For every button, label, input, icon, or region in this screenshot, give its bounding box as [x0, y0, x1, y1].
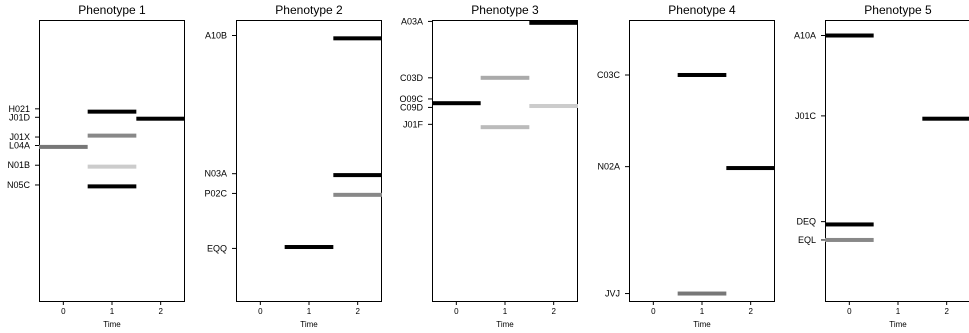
panel-phenotype-4: Phenotype 4 C03C N02A JVJ 0 1 2 Time: [597, 3, 775, 329]
bar-eqq: [284, 245, 334, 250]
y-tick-label: N01B: [7, 160, 30, 170]
bar-a10b: [333, 36, 382, 41]
bar-j01x: [87, 133, 137, 138]
y-tick-label: J01F: [403, 119, 424, 129]
y-tick-label: DEQ: [796, 217, 816, 227]
bar-h021: [87, 109, 137, 114]
panel-title: Phenotype 5: [864, 3, 932, 17]
x-tick-label: 1: [110, 307, 115, 316]
y-tick-label: L04A: [9, 140, 30, 150]
bar-j01d: [136, 116, 185, 121]
x-tick-label: 0: [651, 307, 656, 316]
x-axis-label: Time: [103, 320, 121, 329]
y-tick-label: P02C: [204, 188, 227, 198]
bar-n03a: [333, 173, 382, 178]
y-tick-label: A10A: [794, 31, 816, 41]
x-tick-label: 2: [748, 307, 753, 316]
bar-l04a: [39, 144, 88, 149]
y-tick-label: N05C: [7, 180, 31, 190]
x-tick-label: 0: [258, 307, 263, 316]
y-tick-label: C03C: [597, 70, 621, 80]
x-axis-label: Time: [693, 320, 711, 329]
x-tick-label: 1: [700, 307, 705, 316]
x-tick-label: 2: [551, 307, 556, 316]
bar-n05c: [87, 184, 137, 189]
y-tick-label: A10B: [205, 31, 227, 41]
bar-n02a: [726, 166, 775, 171]
y-tick-label: EQQ: [207, 243, 227, 253]
y-tick-label: O09C: [399, 94, 423, 104]
y-tick-label: EQL: [798, 235, 816, 245]
x-tick-label: 2: [158, 307, 163, 316]
bar-deq: [825, 222, 874, 227]
bar-c03c: [677, 72, 727, 77]
y-tick-label: H021: [8, 104, 30, 114]
y-tick-label: JVJ: [605, 289, 620, 299]
y-tick-label: J01C: [795, 111, 817, 121]
y-tick-label: C03D: [400, 73, 424, 83]
y-tick-label: N03A: [204, 169, 227, 179]
panel-title: Phenotype 3: [471, 3, 539, 17]
plot-frame: [236, 20, 382, 302]
plot-frame: [432, 20, 578, 302]
bar-n01b: [87, 164, 137, 169]
y-tick-label: J01X: [9, 132, 30, 142]
plot-frame: [825, 20, 969, 302]
bar-a10a: [825, 33, 874, 38]
panel-phenotype-5: Phenotype 5 A10A J01C DEQ EQL 0 1 2 Time: [794, 3, 969, 329]
panel-title: Phenotype 1: [78, 3, 146, 17]
y-tick-label: J01D: [9, 112, 31, 122]
plot-frame: [629, 20, 775, 302]
plot-frame: [39, 20, 185, 302]
x-tick-label: 0: [847, 307, 852, 316]
y-tick-label: C09D: [400, 102, 424, 112]
x-tick-label: 0: [454, 307, 459, 316]
panel-title: Phenotype 4: [668, 3, 736, 17]
bar-c09d: [529, 104, 578, 109]
x-axis-label: Time: [496, 320, 514, 329]
x-axis-label: Time: [300, 320, 318, 329]
bar-c03d: [480, 75, 530, 80]
bar-o09c: [432, 101, 481, 106]
x-tick-label: 1: [896, 307, 901, 316]
bar-a03a: [529, 20, 578, 25]
panel-title: Phenotype 2: [275, 3, 343, 17]
bar-jvj: [677, 291, 727, 296]
panel-phenotype-2: Phenotype 2 A10B N03A P02C EQQ 0 1 2 Time: [204, 3, 382, 329]
bar-eql: [825, 237, 874, 242]
x-tick-label: 2: [355, 307, 360, 316]
bar-j01c: [922, 116, 969, 121]
bar-j01f: [480, 125, 530, 130]
x-tick-label: 1: [503, 307, 508, 316]
x-axis-label: Time: [889, 320, 907, 329]
x-tick-label: 1: [307, 307, 312, 316]
y-tick-label: N02A: [597, 162, 620, 172]
x-tick-label: 2: [944, 307, 949, 316]
x-tick-label: 0: [61, 307, 66, 316]
bar-p02c: [333, 192, 382, 197]
y-tick-label: A03A: [401, 16, 423, 26]
